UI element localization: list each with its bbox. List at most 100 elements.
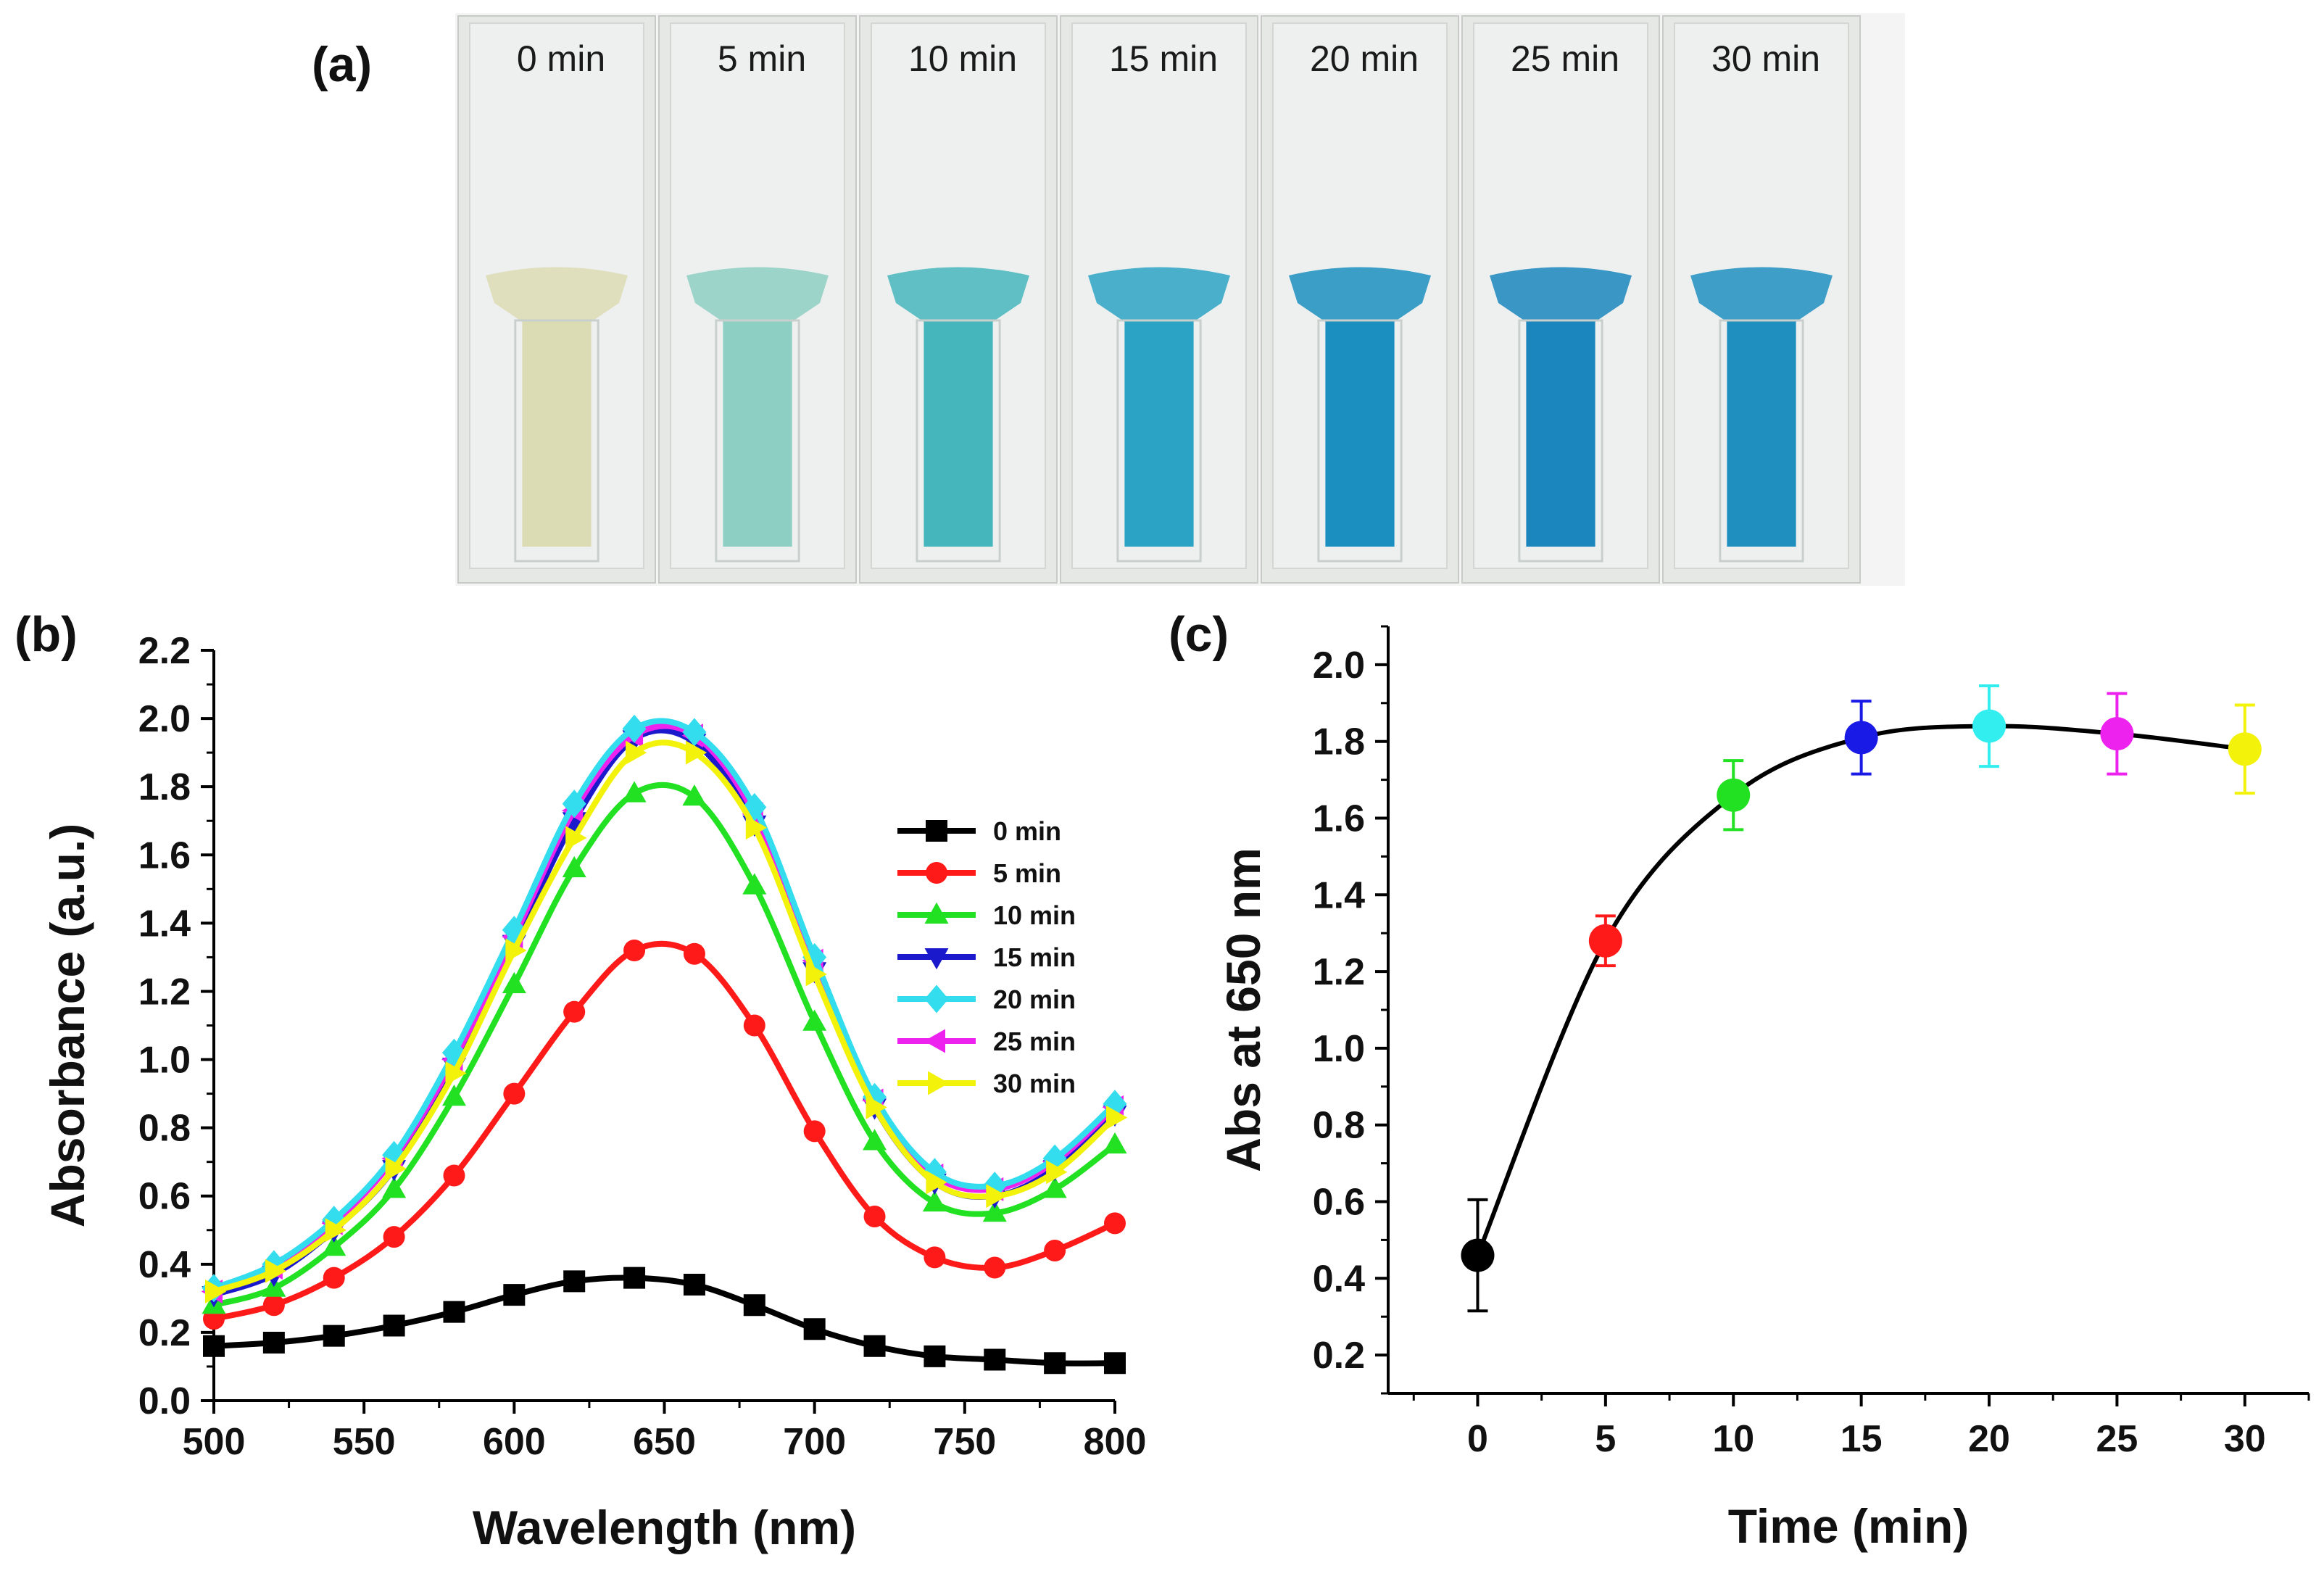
data-point: [323, 1267, 345, 1289]
series-0: [203, 1267, 1126, 1375]
legend-item: 30 min: [897, 1069, 1076, 1098]
y-tick-label: 1.0: [138, 1040, 191, 1082]
data-point: [565, 826, 587, 850]
cuvette-liquid-top: [1289, 267, 1431, 329]
y-tick-label: 1.0: [1313, 1028, 1365, 1070]
y-tick-label: 1.2: [138, 971, 191, 1013]
y-tick-label: 0.2: [138, 1312, 191, 1354]
data-point: [205, 1279, 227, 1303]
data-point: [441, 1085, 466, 1106]
data-point: [922, 1190, 947, 1212]
data-point-group: [1588, 914, 1622, 968]
chart-c-abs-vs-time: 0 5 10 15 20 25 30 0.2 0.4 0.6 0.8 1.0 1.2 1.4 1.6 1.8 2…: [1216, 625, 2310, 1553]
cuvette-4: 20 min: [1261, 15, 1459, 584]
series-line: [212, 718, 1117, 1291]
legend-label: 15 min: [993, 942, 1076, 972]
x-tick-label: 10: [1712, 1418, 1754, 1460]
data-point-group: [1972, 684, 2006, 768]
data-point: [1103, 1132, 1127, 1154]
data-point: [803, 1318, 826, 1340]
data-point: [1044, 1352, 1066, 1375]
data-point-group: [1717, 759, 1751, 832]
data-point: [984, 1256, 1006, 1279]
cuvette-liquid-column: [1325, 320, 1395, 547]
legend-marker: [924, 902, 949, 924]
series-line: [213, 940, 1116, 1322]
legend-label: 25 min: [993, 1027, 1076, 1056]
data-point: [265, 1259, 287, 1283]
data-point: [745, 816, 768, 840]
data-point: [382, 1177, 407, 1198]
legend-marker: [924, 1029, 945, 1053]
x-tick-label: 25: [2096, 1418, 2138, 1460]
cuvette-5: 25 min: [1461, 15, 1660, 584]
data-point: [383, 1226, 405, 1248]
x-tick-label: 700: [783, 1421, 846, 1463]
data-point: [683, 1274, 705, 1296]
cuvette-label: 20 min: [1310, 38, 1419, 79]
cuvette-label: 15 min: [1109, 38, 1218, 79]
data-point: [743, 1294, 765, 1317]
y-tick-label: 2.0: [138, 698, 191, 740]
data-point: [443, 1301, 465, 1323]
y-tick-label: 0.8: [1313, 1105, 1365, 1147]
x-tick-label: 600: [483, 1421, 546, 1463]
y-tick-label: 1.2: [1313, 951, 1365, 993]
data-point: [682, 718, 707, 747]
data-point: [743, 1014, 765, 1037]
cuvette-liquid-column: [1526, 320, 1595, 547]
y-tick-label: 2.0: [1313, 644, 1365, 687]
cuvette-liquid-column: [1124, 320, 1194, 547]
data-point-group: [1844, 700, 1878, 776]
x-axis-title: Wavelength (nm): [473, 1501, 856, 1554]
y-axis-title: Absorbance (a.u.): [41, 824, 94, 1227]
data-point: [505, 938, 527, 963]
y-axis-title: Abs at 650 nm: [1216, 847, 1270, 1172]
data-point: [742, 873, 767, 895]
x-tick-label: 800: [1084, 1421, 1147, 1463]
data-point: [562, 855, 586, 878]
legend-label: 5 min: [993, 858, 1061, 888]
legend-item: 5 min: [897, 858, 1061, 888]
cuvette-label: 30 min: [1711, 38, 1820, 79]
y-tick-label: 1.6: [1313, 798, 1365, 840]
data-point: [563, 1270, 586, 1293]
cuvette-liquid-column: [924, 320, 993, 547]
legend-label: 20 min: [993, 985, 1076, 1014]
data-point: [926, 1170, 947, 1195]
cuvette-liquid-top: [686, 267, 829, 329]
data-point: [682, 784, 707, 806]
data-point: [563, 1000, 586, 1023]
data-point: [626, 740, 647, 765]
cuvette-label: 10 min: [908, 38, 1017, 79]
cuvette-label: 5 min: [718, 38, 806, 79]
y-tick-label: 0.8: [138, 1108, 191, 1150]
x-tick-label: 0: [1467, 1418, 1488, 1460]
data-point: [622, 714, 647, 743]
y-tick-label: 2.2: [138, 630, 191, 672]
data-point: [2228, 732, 2262, 766]
cuvette-1: 5 min: [658, 15, 857, 584]
data-point: [2100, 717, 2134, 751]
data-point: [863, 1129, 887, 1151]
data-point: [1104, 1352, 1126, 1375]
data-point: [443, 1164, 465, 1187]
data-point: [1717, 778, 1751, 812]
data-point: [623, 1267, 646, 1289]
legend-item: 10 min: [897, 900, 1076, 930]
y-tick-label: 1.4: [138, 903, 191, 945]
legend-item: 0 min: [897, 816, 1061, 846]
x-tick-label: 750: [933, 1421, 996, 1463]
x-tick-label: 650: [633, 1421, 696, 1463]
panel-a-cuvette-photos: 0 min 5 min 10 min 15 min 20 min 25 min 30 min: [455, 13, 1905, 586]
cuvette-liquid-top: [1088, 267, 1230, 329]
data-point: [1588, 924, 1622, 958]
data-point: [203, 1335, 225, 1357]
cuvette-3: 15 min: [1060, 15, 1258, 584]
data-point: [1046, 1160, 1068, 1185]
data-point: [383, 1314, 405, 1337]
y-tick-label: 0.6: [138, 1176, 191, 1218]
data-point-group: [1461, 1198, 1495, 1313]
data-point-group: [2100, 692, 2134, 776]
